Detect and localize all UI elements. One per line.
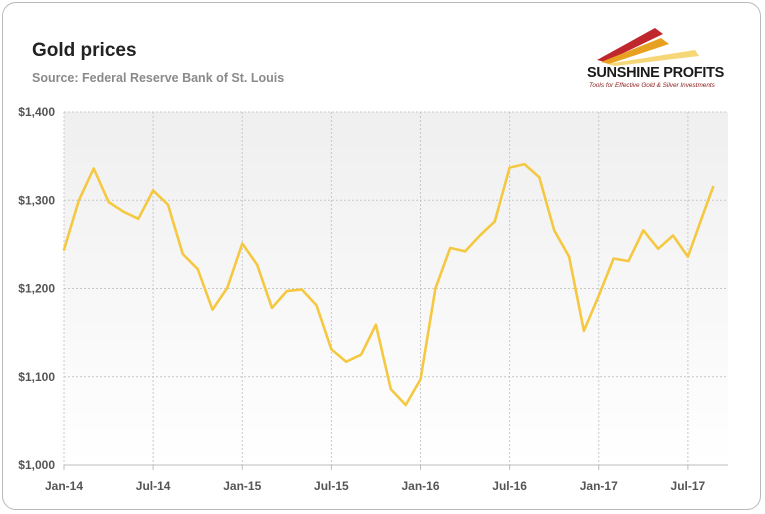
data-point [642, 229, 645, 232]
data-point [553, 229, 555, 232]
data-point [360, 353, 362, 356]
data-point [627, 260, 630, 262]
logo-name: SUNSHINE PROFITS [587, 65, 724, 81]
data-point [122, 210, 125, 213]
data-point [612, 257, 615, 260]
data-point [286, 290, 288, 292]
data-point [152, 189, 154, 192]
data-point [345, 360, 348, 363]
chart-title: Gold prices [32, 40, 137, 61]
y-tick-label: $1,000 [18, 458, 55, 472]
x-tick-label: Jul-17 [671, 479, 706, 493]
grid-lines [63, 111, 728, 465]
data-point [330, 348, 333, 351]
data-point [107, 201, 110, 203]
x-tick-label: Jan-15 [223, 479, 261, 493]
data-point [241, 242, 244, 245]
x-tick-label: Jul-14 [136, 479, 171, 493]
data-point [712, 186, 714, 188]
logo-yellow-ray [607, 50, 699, 66]
x-tick-label: Jan-14 [45, 479, 83, 493]
y-tick-label: $1,200 [18, 282, 55, 296]
data-point [211, 308, 214, 311]
chart-subtitle: Source: Federal Reserve Bank of St. Loui… [32, 71, 285, 85]
logo-red-ray [597, 28, 663, 62]
sunshine-profits-logo-icon [597, 28, 699, 66]
y-tick-label: $1,400 [18, 105, 55, 119]
data-point [672, 234, 674, 237]
data-point [508, 166, 511, 169]
data-point [92, 167, 95, 170]
data-point [196, 268, 199, 270]
data-point [390, 388, 392, 390]
data-point [464, 250, 466, 253]
data-points [63, 163, 714, 406]
data-point [583, 330, 585, 332]
data-point [598, 294, 600, 297]
data-point [687, 255, 689, 258]
data-point [226, 286, 229, 289]
data-point [494, 220, 496, 223]
data-point [657, 248, 659, 250]
x-tick-label: Jan-17 [580, 479, 618, 493]
x-tick-label: Jul-15 [314, 479, 349, 493]
data-point [78, 199, 80, 202]
data-point [137, 218, 140, 220]
data-point [300, 288, 303, 291]
data-point [182, 253, 184, 255]
data-point [63, 248, 65, 251]
data-point [271, 307, 273, 309]
x-tick-label: Jul-16 [492, 479, 527, 493]
data-point [404, 404, 407, 406]
data-point [419, 378, 422, 381]
data-point [315, 304, 318, 307]
logo-tagline: Tools for Effective Gold & Silver Invest… [589, 82, 715, 89]
data-point [375, 323, 377, 326]
x-tick-label: Jan-16 [401, 479, 439, 493]
y-tick-label: $1,300 [18, 193, 55, 207]
data-point [449, 247, 452, 249]
data-point [434, 287, 437, 290]
data-point [568, 255, 570, 258]
data-point [479, 234, 481, 237]
y-axis-ticks: $1,000 $1,100 $1,200 $1,300 $1,400 [18, 105, 55, 472]
data-point [256, 263, 258, 266]
x-axis-ticks: Jan-14 Jul-14 Jan-15 Jul-15 Jan-16 Jul-16 Jan-… [45, 465, 706, 493]
data-point [167, 203, 169, 206]
y-tick-label: $1,100 [18, 370, 55, 384]
data-point [523, 163, 526, 165]
data-point [701, 214, 704, 217]
data-point [538, 176, 541, 179]
logo-orange-ray [601, 38, 669, 64]
